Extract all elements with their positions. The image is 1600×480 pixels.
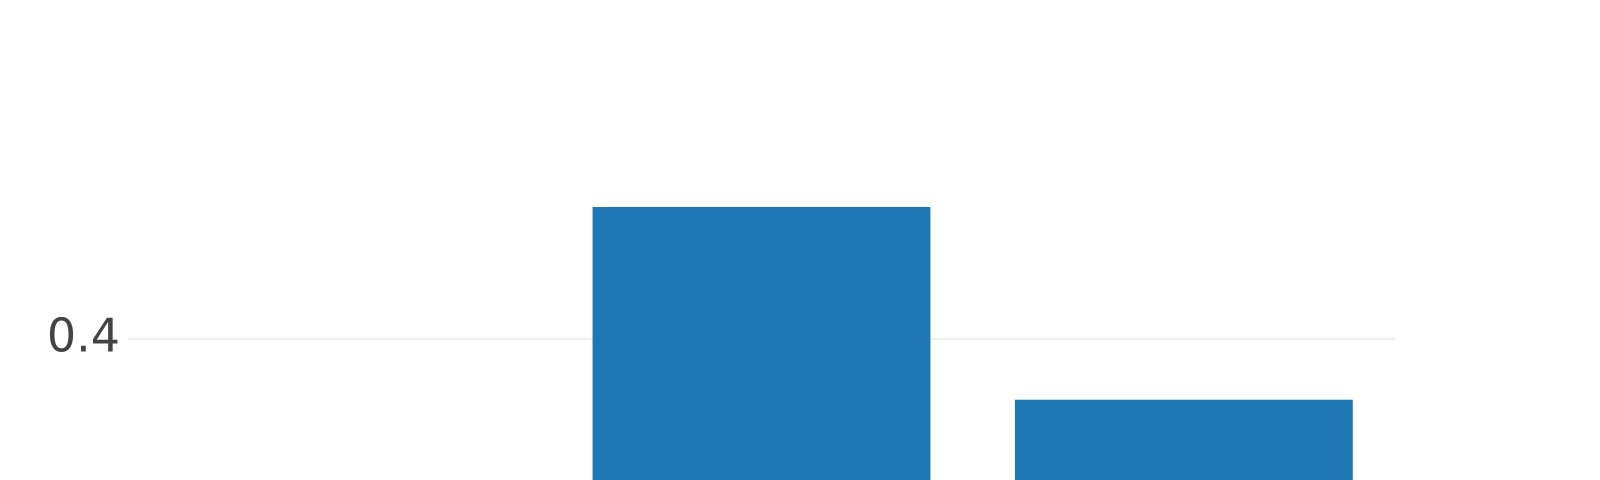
bar [592,207,931,480]
y-tick-label: 0.4 [47,309,120,363]
bar [1014,399,1353,480]
